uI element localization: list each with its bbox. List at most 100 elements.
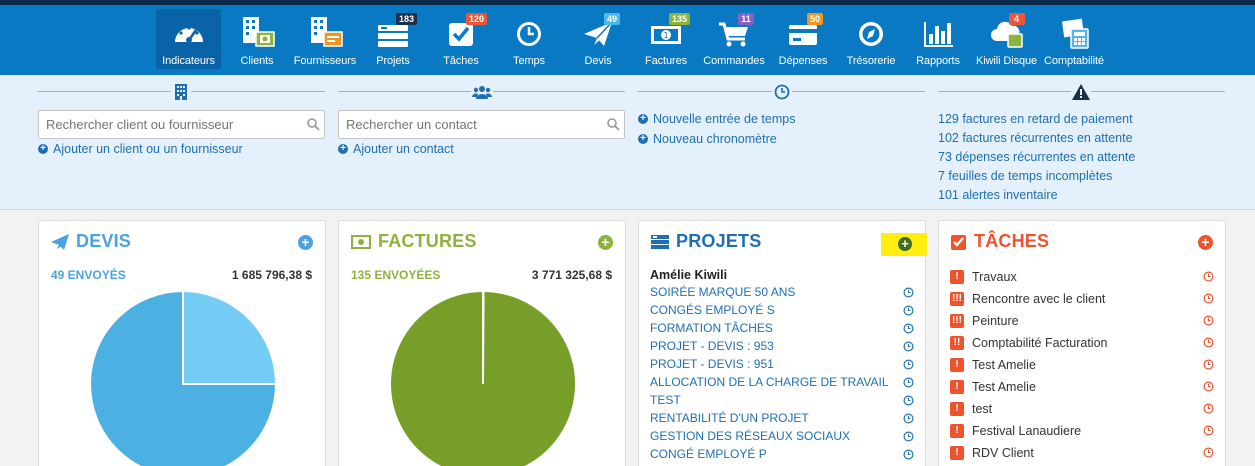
project-time-icon[interactable] — [903, 323, 914, 334]
nav-commandes[interactable]: 11 Commandes — [703, 9, 765, 69]
task-time-icon[interactable] — [1203, 359, 1214, 370]
add-facture-button[interactable]: + — [598, 235, 613, 250]
task-time-icon[interactable] — [1203, 337, 1214, 348]
task-label: Travaux — [972, 270, 1017, 284]
nav-temps[interactable]: Temps — [510, 9, 548, 69]
nav-factures[interactable]: 1 135 Factures — [643, 9, 690, 69]
task-row[interactable]: ! Travaux — [950, 266, 1214, 288]
new-time-entry-link[interactable]: + Nouvelle entrée de temps — [638, 112, 795, 126]
new-timer-link[interactable]: + Nouveau chronomètre — [638, 132, 777, 146]
banknote-icon — [351, 234, 371, 249]
task-time-icon[interactable] — [1203, 447, 1214, 458]
nav-depenses[interactable]: 50 Dépenses — [777, 9, 829, 69]
nav-devis[interactable]: 49 Devis — [578, 9, 620, 69]
task-row[interactable]: ! test — [950, 398, 1214, 420]
project-row[interactable]: PROJET - DEVIS : 951 — [650, 357, 914, 375]
project-row[interactable]: SOIRÉE MARQUE 50 ANS — [650, 285, 914, 303]
alert-inventory-link[interactable]: 101 alertes inventaire — [938, 188, 1058, 202]
factures-sent-count[interactable]: 135 ENVOYÉES — [351, 268, 441, 282]
factures-pie-slice[interactable] — [389, 290, 577, 466]
nav-comptabilite[interactable]: Comptabilité — [1043, 9, 1105, 69]
project-row[interactable]: CONGÉ EMPLOYÉ P — [650, 447, 914, 465]
project-row[interactable]: RENTABILITÉ D'UN PROJET — [650, 411, 914, 429]
project-time-icon[interactable] — [903, 305, 914, 316]
project-time-icon[interactable] — [903, 431, 914, 442]
project-row[interactable]: CONGÉS EMPLOYÉ S — [650, 303, 914, 321]
task-row[interactable]: ! Test Amelie — [950, 354, 1214, 376]
project-time-icon[interactable] — [903, 287, 914, 298]
task-label: Festival Lanaudiere — [972, 424, 1082, 438]
task-row[interactable]: ! Test Amelie — [950, 376, 1214, 398]
taches-title-text: TÂCHES — [974, 231, 1050, 251]
add-devis-button[interactable]: + — [298, 235, 313, 250]
task-time-icon[interactable] — [1203, 403, 1214, 414]
taches-title: TÂCHES — [951, 231, 1049, 252]
suppliers-building-icon — [305, 16, 345, 50]
task-label: Peinture — [972, 314, 1019, 328]
nav-clients[interactable]: Clients — [234, 9, 280, 69]
nav-rapports[interactable]: Rapports — [914, 9, 962, 69]
client-search-input[interactable] — [38, 110, 325, 139]
project-time-icon[interactable] — [903, 359, 914, 370]
project-time-icon[interactable] — [903, 395, 914, 406]
tasks-check-icon: 120 — [441, 13, 487, 50]
task-priority-badge: ! — [950, 380, 964, 394]
task-row[interactable]: !!! Peinture — [950, 310, 1214, 332]
add-contact-link[interactable]: + Ajouter un contact — [338, 142, 454, 156]
nav-taches[interactable]: 120 Tâches — [441, 9, 487, 69]
add-client-link[interactable]: + Ajouter un client ou un fournisseur — [38, 142, 243, 156]
project-row[interactable]: PROJET - DEVIS : 953 — [650, 339, 914, 357]
search-icon[interactable] — [606, 117, 620, 131]
search-icon[interactable] — [306, 117, 320, 131]
nav-label: Rapports — [916, 55, 960, 67]
project-time-icon[interactable] — [903, 377, 914, 388]
project-name: GESTION DES RÉSEAUX SOCIAUX — [650, 429, 851, 443]
devis-pie-slice[interactable] — [89, 290, 277, 466]
add-client-label: Ajouter un client ou un fournisseur — [53, 142, 243, 156]
project-time-icon[interactable] — [903, 341, 914, 352]
add-contact-label: Ajouter un contact — [353, 142, 454, 156]
users-icon — [471, 82, 493, 102]
add-task-button[interactable]: + — [1198, 235, 1213, 250]
alert-overdue-invoices-link[interactable]: 129 factures en retard de paiement — [938, 112, 1133, 126]
project-time-icon[interactable] — [903, 413, 914, 424]
project-time-icon[interactable] — [903, 449, 914, 460]
nav-tresorerie[interactable]: Trésorerie — [843, 9, 899, 69]
task-priority-badge: ! — [950, 424, 964, 438]
task-time-icon[interactable] — [1203, 293, 1214, 304]
task-label: test — [972, 402, 993, 416]
task-time-icon[interactable] — [1203, 271, 1214, 282]
task-time-icon[interactable] — [1203, 315, 1214, 326]
devis-badge: 49 — [603, 13, 620, 25]
project-owner-name: Amélie Kiwili — [650, 268, 728, 282]
projets-title: PROJETS — [651, 231, 761, 252]
task-time-icon[interactable] — [1203, 425, 1214, 436]
task-time-icon[interactable] — [1203, 381, 1214, 392]
devis-sent-count[interactable]: 49 ENVOYÉS — [51, 268, 126, 282]
task-row[interactable]: !! Comptabilité Facturation — [950, 332, 1214, 354]
cart-icon: 11 — [714, 13, 754, 50]
project-row[interactable]: FORMATION TÂCHES — [650, 321, 914, 339]
nav-projets[interactable]: 183 Projets — [372, 9, 417, 69]
contact-search-input[interactable] — [338, 110, 625, 139]
task-row[interactable]: ! Festival Lanaudiere — [950, 420, 1214, 442]
project-row[interactable]: GESTION DES RÉSEAUX SOCIAUX — [650, 429, 914, 447]
compass-icon — [851, 16, 891, 50]
add-project-button[interactable]: + — [898, 237, 912, 251]
task-row[interactable]: ! RDV Client — [950, 442, 1214, 464]
task-label: Test Amelie — [972, 358, 1036, 372]
task-row[interactable]: !!! Rencontre avec le client — [950, 288, 1214, 310]
nav-indicateurs[interactable]: Indicateurs — [156, 9, 221, 69]
nav-kiwili-disque[interactable]: 4 Kiwili Disque — [975, 9, 1038, 69]
devis-pie-slice[interactable] — [182, 290, 277, 385]
nav-label: Projets — [376, 55, 410, 67]
project-row[interactable]: TEST — [650, 393, 914, 411]
alert-incomplete-timesheets-link[interactable]: 7 feuilles de temps incomplètes — [938, 169, 1113, 183]
alert-recurring-expenses-link[interactable]: 73 dépenses récurrentes en attente — [938, 150, 1136, 164]
top-strip — [0, 0, 1255, 5]
nav-label: Tâches — [443, 55, 479, 67]
nav-fournisseurs[interactable]: Fournisseurs — [292, 9, 358, 69]
cloud-icon: 4 — [987, 13, 1027, 50]
alert-recurring-invoices-link[interactable]: 102 factures récurrentes en attente — [938, 131, 1133, 145]
project-row[interactable]: ALLOCATION DE LA CHARGE DE TRAVAIL — [650, 375, 914, 393]
